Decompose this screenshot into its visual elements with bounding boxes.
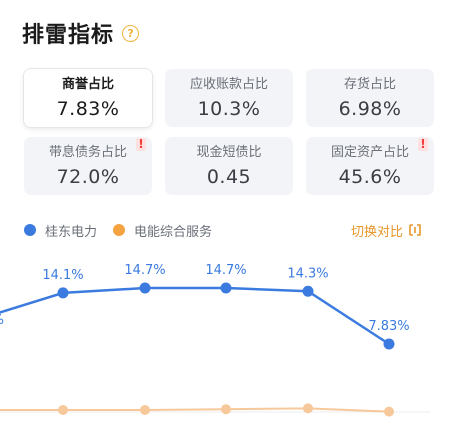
alert-icon: ! xyxy=(418,138,428,151)
metric-label: 带息债务占比 xyxy=(48,145,127,160)
industry-point xyxy=(140,405,150,415)
company-point xyxy=(383,338,395,350)
switch-compare-label: 切换对比 xyxy=(350,224,403,240)
data-label: 14.7% xyxy=(124,263,165,278)
series-line-industry xyxy=(0,407,390,413)
metric-card-cash-short-debt[interactable]: 现金短债比 0.45 xyxy=(165,137,293,195)
metric-value: 6.98% xyxy=(338,98,402,120)
company-point xyxy=(220,282,232,294)
metric-card-goodwill[interactable]: 商誉占比 7.83% xyxy=(24,69,152,127)
metric-label: 现金短债比 xyxy=(196,145,262,160)
company-point xyxy=(302,285,314,297)
question-circle-icon[interactable]: ? xyxy=(122,24,140,42)
metric-label: 应收账款占比 xyxy=(189,77,268,92)
company-point xyxy=(57,287,69,299)
metric-card-fixed-assets[interactable]: 固定资产占比 45.6% ! xyxy=(306,137,434,195)
legend-label: 桂东电力 xyxy=(45,224,98,240)
series-line-company xyxy=(0,286,390,346)
switch-compare-button[interactable]: 切换对比 xyxy=(351,221,422,240)
metric-value: 45.6% xyxy=(338,166,402,188)
legend-item-industry[interactable]: 电能综合服务 xyxy=(113,221,212,240)
switch-arrows-icon xyxy=(409,224,421,236)
metric-label: 固定资产占比 xyxy=(330,145,409,160)
metric-value: 10.3% xyxy=(197,98,261,120)
metric-label: 商誉占比 xyxy=(61,77,114,92)
chart-legend: 桂东电力 电能综合服务 切换对比 xyxy=(24,219,422,241)
industry-point xyxy=(303,403,313,414)
legend-label: 电能综合服务 xyxy=(134,224,213,240)
data-label: % xyxy=(0,313,4,328)
metric-value: 0.45 xyxy=(206,166,252,188)
data-label: 14.1% xyxy=(42,268,83,283)
metric-card-interest-debt[interactable]: 带息债务占比 72.0% ! xyxy=(24,137,152,195)
alert-icon: ! xyxy=(136,138,146,151)
industry-point xyxy=(221,404,231,415)
company-point xyxy=(139,282,151,294)
header: 排雷指标 ? xyxy=(22,16,140,50)
metric-card-receivables[interactable]: 应收账款占比 10.3% xyxy=(165,69,293,127)
legend-item-company[interactable]: 桂东电力 xyxy=(24,221,97,240)
metric-label: 存货占比 xyxy=(343,77,396,92)
legend-dot-icon xyxy=(24,224,36,236)
data-label: 14.7% xyxy=(205,263,246,278)
data-label: 14.3% xyxy=(287,266,328,281)
industry-point xyxy=(384,406,394,417)
metric-value: 72.0% xyxy=(56,166,120,188)
trend-line-chart: % 14.1% 14.7% 14.7% 14.3% 7.83% xyxy=(0,263,430,417)
metric-card-inventory[interactable]: 存货占比 6.98% xyxy=(306,69,434,127)
metric-value: 7.83% xyxy=(56,98,120,120)
page-title: 排雷指标 xyxy=(22,23,115,48)
industry-point xyxy=(58,405,68,415)
data-label: 7.83% xyxy=(368,319,409,334)
legend-dot-icon xyxy=(113,224,126,236)
